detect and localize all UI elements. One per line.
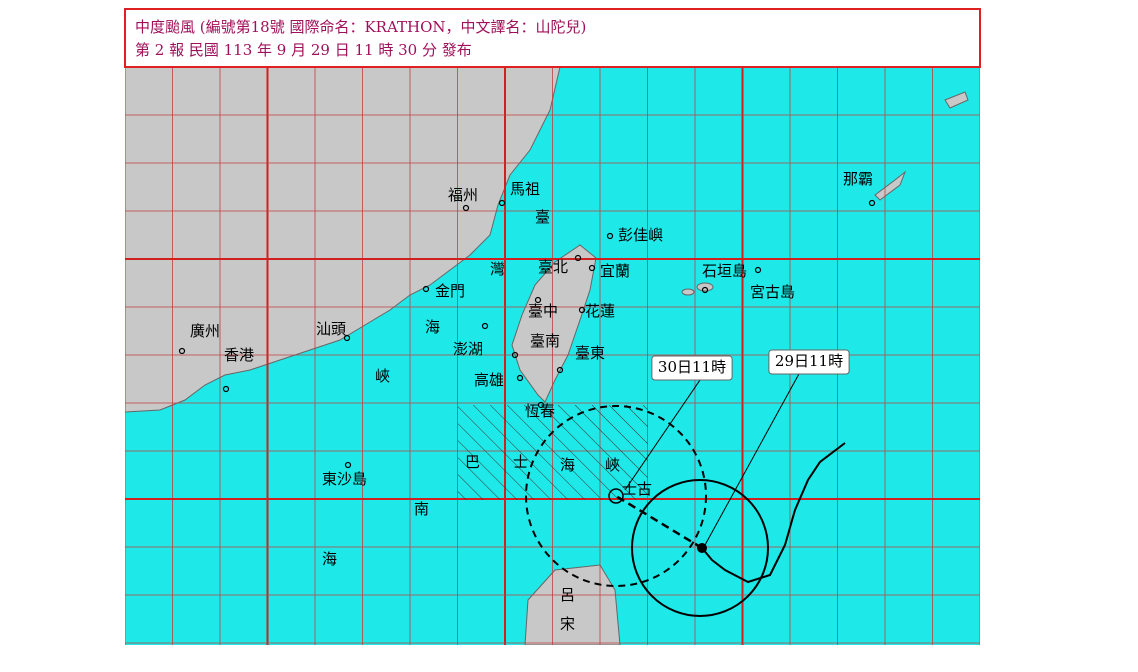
place-marker	[606, 232, 614, 240]
place-label: 臺北	[538, 258, 568, 276]
place-label: 那霸	[843, 170, 873, 188]
place-label: 峽	[375, 367, 390, 385]
place-label: 呂	[560, 586, 575, 604]
place-marker	[343, 334, 351, 342]
callout-label: 30日11時	[658, 358, 726, 376]
place-marker	[701, 286, 709, 294]
place-label: 恆春	[525, 402, 555, 420]
place-label: 石垣島	[702, 262, 747, 280]
past-track	[701, 442, 846, 584]
place-marker	[178, 347, 186, 355]
place-label: 福州	[448, 186, 478, 204]
place-label: 香港	[224, 346, 254, 364]
place-marker	[588, 264, 596, 272]
place-label: 臺南	[530, 332, 560, 350]
place-label: 宋	[560, 615, 575, 633]
place-label: 臺	[535, 208, 550, 226]
place-marker	[578, 306, 586, 314]
place-marker	[534, 296, 542, 304]
place-label: 馬祖	[510, 180, 540, 198]
callout-box	[768, 349, 850, 375]
callout-label: 29日11時	[775, 352, 843, 370]
place-label: 海	[425, 318, 440, 336]
place-label: 士古	[622, 480, 652, 498]
place-label: 士	[513, 453, 528, 471]
header-box	[124, 8, 981, 68]
place-label: 廣州	[190, 322, 220, 340]
callout-line	[624, 379, 701, 491]
place-label: 金門	[435, 282, 465, 300]
place-marker	[754, 266, 762, 274]
place-label: 臺中	[528, 302, 558, 320]
place-marker	[868, 199, 876, 207]
warning-area	[458, 405, 648, 500]
callout-line	[704, 371, 801, 546]
taiwan	[511, 244, 597, 403]
place-marker	[574, 254, 582, 262]
forecast-position	[608, 488, 624, 504]
place-marker	[516, 374, 524, 382]
place-label: 海	[322, 550, 337, 568]
header-line: 第 2 報 民國 113 年 9 月 29 日 11 時 30 分 發布	[135, 41, 472, 59]
place-label: 峽	[605, 456, 620, 474]
storm-radius	[631, 479, 769, 617]
place-label: 宜蘭	[600, 262, 630, 280]
place-label: 汕頭	[316, 320, 346, 338]
place-label: 灣	[490, 260, 505, 278]
current-position	[697, 543, 707, 553]
place-label: 南	[414, 500, 429, 518]
place-marker	[422, 285, 430, 293]
place-marker	[344, 461, 352, 469]
forecast-radius	[525, 405, 707, 587]
place-label: 高雄	[474, 371, 504, 389]
place-marker	[498, 199, 506, 207]
place-label: 花蓮	[585, 302, 615, 320]
place-label: 臺東	[575, 344, 605, 362]
place-label: 宮古島	[750, 283, 795, 301]
place-marker	[462, 204, 470, 212]
place-marker	[511, 351, 519, 359]
place-marker	[222, 385, 230, 393]
header-line: 中度颱風 (編號第18號 國際命名：KRATHON，中文譯名：山陀兒)	[135, 18, 586, 36]
place-marker	[537, 401, 545, 409]
land	[125, 67, 969, 645]
place-label: 海	[560, 456, 575, 474]
place-marker	[556, 366, 564, 374]
callout-box	[651, 355, 733, 381]
forecast-track	[615, 494, 703, 550]
place-label: 彭佳嶼	[618, 226, 663, 244]
china-coast	[125, 67, 561, 413]
place-label: 巴	[465, 453, 480, 471]
grid	[125, 67, 980, 645]
place-marker	[481, 322, 489, 330]
place-label: 澎湖	[453, 340, 483, 358]
place-label: 東沙島	[322, 470, 367, 488]
